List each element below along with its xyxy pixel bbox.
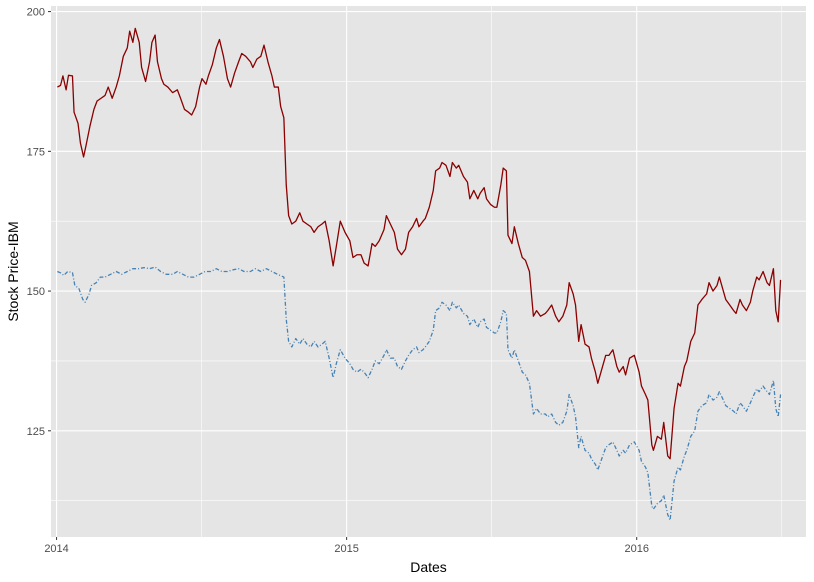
plot-panel [51,6,806,537]
y-tick-label: 150 [27,286,45,298]
y-tick-label: 200 [27,7,45,19]
y-tick-label: 175 [27,146,45,158]
axis-ticks [48,11,638,540]
minor-gridlines [51,6,806,537]
tick-labels: 125 150 175 200 2014 2015 2016 [27,7,649,555]
major-gridlines [51,6,806,537]
x-tick-label: 2016 [624,543,648,555]
series-line-1 [57,27,782,460]
y-axis-title: Stock Price-IBM [5,221,21,321]
x-tick-label: 2014 [44,543,68,555]
series-layer [57,27,782,521]
x-axis-title: Dates [410,559,447,575]
series-line-2 [57,266,782,521]
y-tick-label: 125 [27,426,45,438]
x-tick-label: 2015 [334,543,358,555]
